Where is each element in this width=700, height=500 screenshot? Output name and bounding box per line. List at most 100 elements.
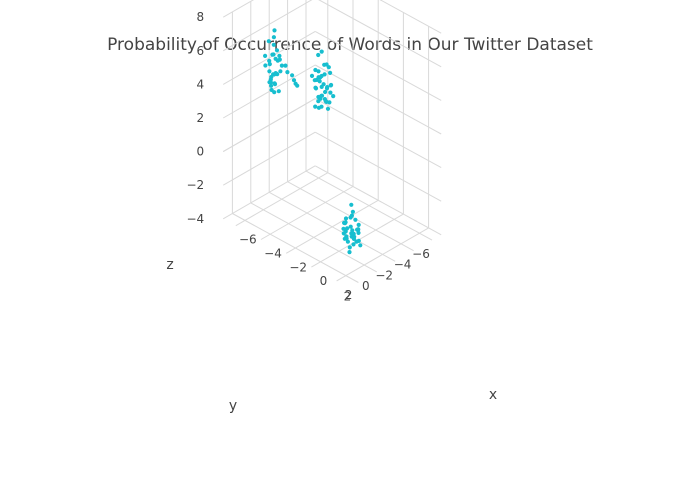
gridline [250,202,378,273]
data-point [277,53,282,59]
data-point [270,52,275,57]
data-point [322,72,327,77]
data-point [316,52,321,58]
data-point [263,53,268,59]
z-axis-title: z [166,257,173,273]
data-point [343,216,349,221]
data-point [269,83,274,88]
data-point [313,85,318,90]
gridline [379,0,442,34]
gridline [232,213,359,283]
x-tick-label: −4 [264,247,282,261]
z-tick-label: 6 [197,44,205,58]
data-point [323,99,328,104]
data-point [350,228,355,233]
data-point [316,94,321,100]
data-point [273,56,278,61]
data-point [355,227,360,232]
data-point [316,69,321,74]
data-point [291,78,297,83]
data-point [328,70,333,75]
chart-title: Probability of Occurrence of Words in Ou… [107,35,593,55]
data-point [319,93,325,98]
data-point [342,221,348,226]
data-point [342,236,347,241]
data-point [345,226,350,231]
data-point [278,69,283,74]
data-point [345,239,350,244]
z-tick-label: 8 [197,10,205,24]
data-point [356,222,361,227]
x-tick-label: −6 [239,233,257,247]
data-point [319,49,324,54]
data-point [317,79,322,84]
data-point [313,104,318,109]
data-point [356,238,361,243]
y-tick-label: 0 [362,279,370,293]
data-point [341,231,346,236]
data-points [263,28,363,255]
data-point [295,83,300,88]
data-point [271,72,276,77]
data-point [263,63,268,68]
data-point [274,48,280,53]
data-point [267,80,272,85]
grid-layer [222,0,442,283]
data-point [309,73,315,78]
data-point [267,62,272,67]
z-tick-label: −2 [186,178,204,192]
data-point [351,242,356,247]
data-point [325,85,330,90]
data-point [341,226,346,231]
data-point [271,42,276,47]
data-point [358,243,363,248]
data-point [324,62,329,67]
data-point [323,89,328,95]
x-axis-title: x [489,387,497,403]
data-point [347,250,352,255]
z-tick-label: 0 [197,145,205,159]
data-point [319,104,324,109]
data-point [277,57,282,62]
gridline [222,98,316,153]
data-point [272,28,277,33]
data-point [267,58,272,64]
data-point [331,94,336,99]
data-point [276,89,281,94]
data-point [285,70,290,75]
data-point [272,90,277,95]
y-tick-label: −2 [375,268,393,282]
data-point [350,209,355,214]
data-point [266,39,271,44]
data-point [290,73,295,78]
data-point [321,82,326,87]
data-point [267,69,272,74]
data-point [353,217,358,222]
data-point [347,245,352,250]
data-point [349,202,354,207]
z-tick-label: 2 [197,111,205,125]
data-point [272,82,278,87]
data-point [327,100,332,105]
z-tick-label: −4 [186,212,204,226]
data-point [349,213,354,218]
data-point [329,82,334,88]
y-tick-label: −6 [412,247,430,261]
y-tick-label: −4 [394,258,412,272]
x-tick-label: −2 [289,260,307,274]
y-axis-title: y [229,398,237,414]
x-tick-label: 0 [320,274,328,288]
gridline [222,0,255,18]
data-point [325,106,331,111]
data-point [351,231,356,236]
x-tick-label: 2 [345,288,353,302]
data-point [271,35,276,40]
gridline [268,191,396,262]
data-point [283,63,288,68]
y-tick-label: 2 [344,290,352,304]
z-tick-label: 4 [197,77,205,91]
data-point [316,75,321,80]
data-point [279,63,284,68]
